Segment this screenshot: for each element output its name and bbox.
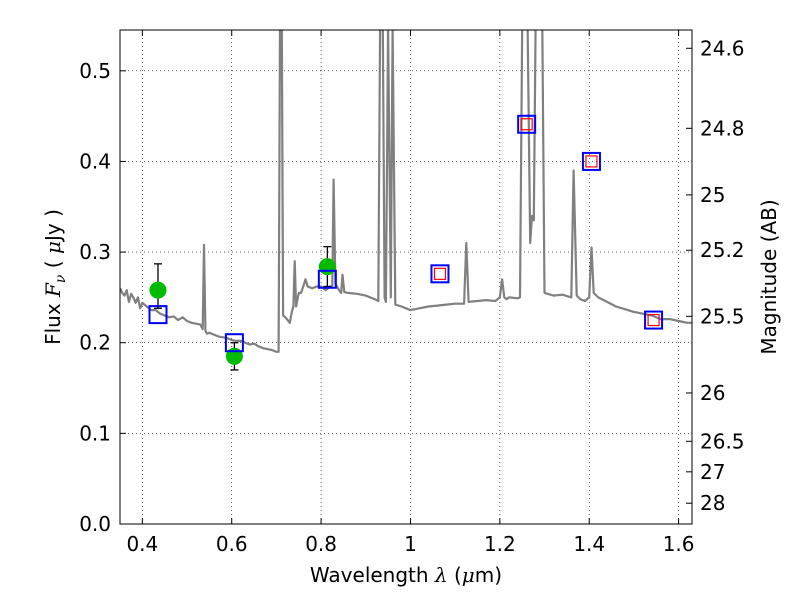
ticks	[120, 30, 692, 525]
x-axis-label: Wavelength λ (μm)	[310, 563, 502, 587]
y2-tick-label: 26	[700, 381, 725, 405]
plot-frame	[119, 29, 693, 525]
y2-axis-label: Magnitude (AB)	[757, 199, 781, 354]
model-flux-square	[224, 333, 244, 353]
y2-tick-label: 24.6	[700, 36, 745, 60]
x-tick-label: 1.6	[663, 532, 695, 556]
observed-flux-point	[318, 258, 336, 276]
model-flux-square	[148, 305, 168, 325]
y-tick-label: 0.5	[79, 59, 111, 83]
x-tick-label: 0.4	[126, 532, 158, 556]
y2-tick-label: 26.5	[700, 429, 745, 453]
observed-flux-point	[225, 347, 243, 365]
model-flux-square	[430, 264, 450, 284]
y-tick-label: 0.3	[79, 240, 111, 264]
y-tick-label: 0.2	[79, 331, 111, 355]
y-tick-label: 0.1	[79, 421, 111, 445]
x-tick-label: 0.6	[216, 532, 248, 556]
x-tick-label: 1.4	[573, 532, 605, 556]
model-flux-square	[317, 269, 337, 289]
y-tick-label: 0.4	[79, 149, 111, 173]
model-flux-square	[517, 114, 537, 134]
marker-layer	[148, 114, 664, 371]
observed-flux-point	[149, 281, 167, 299]
y2-tick-label: 25.2	[700, 238, 745, 262]
plot-area	[120, 30, 692, 524]
upper-limit-square	[647, 313, 660, 327]
y2-tick-label: 24.8	[700, 116, 745, 140]
upper-limit-square	[585, 155, 598, 168]
y2-tick-label: 25.5	[700, 304, 745, 328]
x-tick-label: 1	[404, 532, 417, 556]
y-tick-label: 0.0	[79, 512, 111, 536]
y2-tick-label: 27	[700, 460, 725, 484]
tick-labels: 0.4 0.6 0.8 1 1.2 1.4 1.6 0.0 0.1 0.2 0.3 0.4 0.5 24.…	[79, 36, 744, 556]
y2-tick-label: 28	[700, 491, 725, 515]
x-tick-label: 0.8	[305, 532, 337, 556]
model-flux-square	[644, 310, 664, 330]
y2-tick-label: 25	[700, 183, 725, 207]
upper-limit-square	[520, 118, 533, 131]
y-axis-label: Flux Fν ( μJy )	[41, 209, 69, 345]
model-flux-square	[581, 151, 601, 171]
upper-limit-square	[433, 267, 447, 280]
x-tick-label: 1.2	[484, 532, 516, 556]
